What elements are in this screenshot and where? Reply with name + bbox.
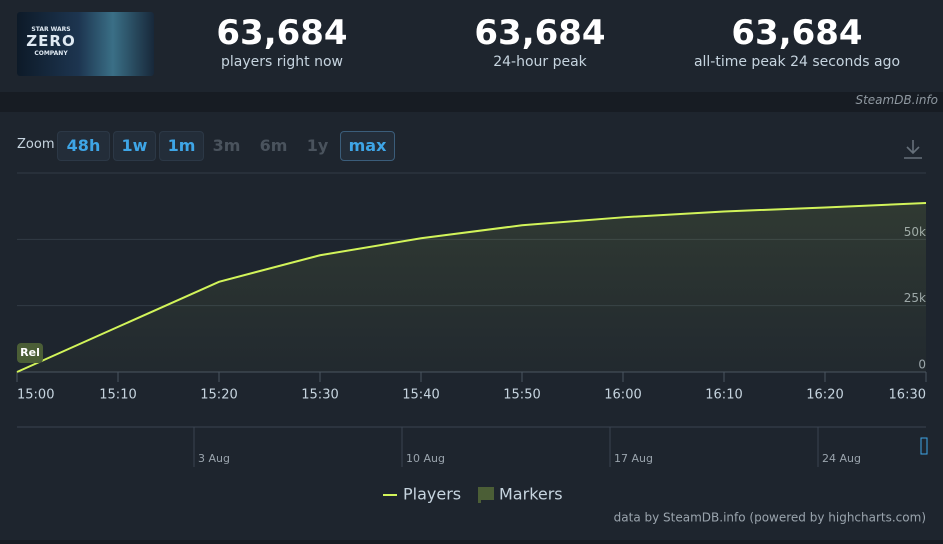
- zoom-label: Zoom: [17, 137, 55, 152]
- navigator-label: 17 Aug: [614, 452, 653, 465]
- stat-label: 24-hour peak: [493, 54, 587, 70]
- x-tick-label: 15:00: [17, 388, 54, 403]
- navigator-label: 10 Aug: [406, 452, 445, 465]
- logo-text: ZERO: [26, 32, 76, 50]
- stat-label: players right now: [221, 54, 343, 70]
- series-area: [17, 203, 926, 372]
- zoom-button: 1y: [306, 136, 329, 155]
- zoom-button[interactable]: max: [340, 131, 395, 161]
- header-panel: [0, 0, 943, 92]
- site-label: SteamDB.info: [855, 93, 938, 107]
- zoom-button: 6m: [259, 136, 288, 155]
- x-tick-label: 15:10: [99, 388, 136, 403]
- credit: data by SteamDB.info (powered by highcha…: [614, 511, 926, 525]
- x-tick-label: 16:00: [604, 388, 641, 403]
- navigator-label: 3 Aug: [198, 452, 230, 465]
- game-logo[interactable]: STAR WARS ZERO COMPANY: [17, 12, 154, 76]
- legend-label: Players: [403, 485, 461, 504]
- legend-symbol: [478, 487, 494, 503]
- stat: 63,684 players right now: [152, 12, 412, 70]
- stat-value: 63,684: [474, 13, 606, 53]
- logo-text: COMPANY: [34, 50, 68, 57]
- logo-text: STAR WARS: [31, 26, 71, 33]
- zoom-button[interactable]: 1m: [159, 131, 204, 161]
- zoom-button[interactable]: 1w: [113, 131, 156, 161]
- x-tick-label: 15:30: [301, 388, 338, 403]
- x-tick-label: 15:20: [200, 388, 237, 403]
- stat-value: 63,684: [216, 13, 348, 53]
- stat-value: 63,684: [731, 13, 863, 53]
- legend-label: Markers: [499, 485, 563, 504]
- navigator-handle[interactable]: [920, 437, 928, 455]
- series-line: [16, 202, 927, 373]
- x-tick-label: 16:20: [806, 388, 843, 403]
- stat-label: all-time peak 24 seconds ago: [693, 54, 901, 70]
- marker-box: [17, 343, 43, 363]
- marker-label: Rel: [20, 346, 40, 359]
- marker-flag: Rel: [17, 343, 43, 363]
- stat: 63,684 all-time peak 24 seconds ago: [667, 12, 927, 70]
- legend: Players Markers: [383, 485, 563, 504]
- x-tick-label: 16:30: [889, 388, 926, 403]
- x-tick-label: 16:10: [705, 388, 742, 403]
- zoom-button[interactable]: 48h: [57, 131, 110, 161]
- stat: 63,684 24-hour peak: [410, 12, 670, 70]
- x-tick-label: 15:40: [402, 388, 439, 403]
- zoom-button: 3m: [212, 136, 241, 155]
- x-tick-label: 15:50: [503, 388, 540, 403]
- download-icon[interactable]: [904, 140, 922, 159]
- navigator-label: 24 Aug: [822, 452, 861, 465]
